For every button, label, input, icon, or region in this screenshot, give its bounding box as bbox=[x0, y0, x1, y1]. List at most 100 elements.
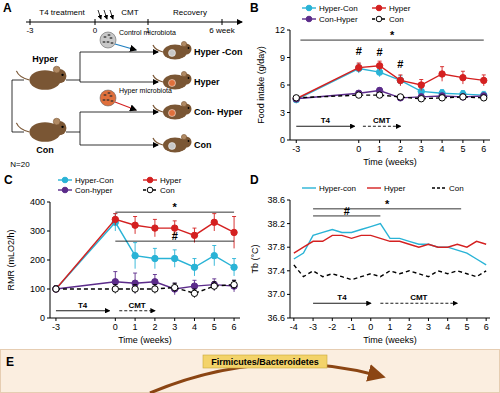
data-point bbox=[211, 219, 217, 225]
x-tick bbox=[447, 318, 448, 321]
group-label: Con bbox=[36, 145, 54, 155]
recipient-microbiota bbox=[169, 143, 176, 150]
x-tick bbox=[296, 140, 297, 143]
data-point bbox=[293, 96, 299, 102]
y-tick-label: 0 bbox=[280, 135, 285, 145]
data-point bbox=[112, 216, 118, 222]
mouse bbox=[153, 101, 192, 119]
x-tick bbox=[428, 318, 429, 321]
y-tick-label: 9 bbox=[280, 53, 285, 63]
data-point bbox=[293, 95, 299, 101]
significance-label: * bbox=[385, 198, 390, 210]
x-tick-label: -3 bbox=[292, 144, 300, 154]
y-tick bbox=[47, 260, 50, 261]
recipient-microbiota bbox=[169, 110, 176, 117]
legend-swatch bbox=[432, 187, 446, 188]
mouse-tail bbox=[153, 138, 163, 145]
y-axis-label: Food intake (g/day) bbox=[256, 46, 266, 124]
legend-label: Hyper-Con bbox=[75, 176, 114, 185]
x-tick-label: -4 bbox=[290, 322, 298, 332]
recipient-label: Hyper -Con bbox=[194, 47, 243, 57]
y-tick-label: 300 bbox=[30, 226, 45, 236]
period-arrow bbox=[380, 303, 457, 304]
series-line bbox=[56, 285, 234, 294]
recipient-microbiota bbox=[169, 80, 176, 87]
microbe bbox=[107, 34, 110, 36]
data-point bbox=[53, 286, 59, 292]
y-tick bbox=[287, 247, 290, 248]
data-point bbox=[171, 255, 177, 261]
data-point bbox=[439, 71, 445, 77]
x-axis-label: Time (weeks) bbox=[363, 157, 417, 167]
data-point bbox=[356, 64, 362, 70]
data-point bbox=[132, 252, 138, 258]
y-tick-label: 37.0 bbox=[267, 289, 285, 299]
panel-background bbox=[1, 350, 500, 393]
microbiota-label: Control microbiota bbox=[119, 29, 176, 36]
legend-label: Con-hyper bbox=[75, 186, 113, 195]
significance-label: # bbox=[344, 205, 350, 217]
mouse-ear bbox=[181, 41, 186, 46]
timeline-label: -3 bbox=[26, 26, 34, 35]
significance-label: # bbox=[397, 58, 403, 70]
microbe bbox=[107, 92, 110, 94]
x-tick bbox=[293, 318, 294, 321]
series-line bbox=[296, 91, 484, 99]
group-label: Hyper bbox=[32, 54, 58, 64]
period-arrow bbox=[119, 310, 155, 311]
x-tick-label: 1 bbox=[387, 322, 392, 332]
mouse-eye bbox=[188, 140, 190, 142]
microbiota bbox=[100, 90, 116, 106]
x-tick-label: -2 bbox=[328, 322, 336, 332]
y-axis-label: RMR (mLO2/h) bbox=[6, 229, 16, 290]
legend-label: Hyper-con bbox=[319, 184, 356, 193]
cmt-arrow bbox=[110, 10, 113, 19]
mouse-ear bbox=[181, 101, 186, 106]
transfer-arrow bbox=[115, 102, 136, 110]
period-arrow bbox=[313, 303, 371, 304]
mouse-ear bbox=[53, 66, 60, 73]
data-point bbox=[460, 74, 466, 80]
plot-area bbox=[294, 224, 486, 280]
legend-label: Con bbox=[449, 184, 464, 193]
phase-label: CMT bbox=[121, 8, 138, 17]
x-tick-label: 0 bbox=[113, 322, 118, 332]
period-label: CMT bbox=[410, 293, 427, 302]
mouse-tail bbox=[153, 105, 163, 112]
data-point bbox=[112, 286, 118, 292]
microbe bbox=[102, 41, 105, 43]
series-line bbox=[294, 265, 486, 280]
y-tick bbox=[287, 57, 290, 58]
data-point bbox=[53, 286, 59, 292]
microbe bbox=[110, 42, 113, 44]
series-line bbox=[294, 224, 486, 265]
x-tick-label: 2 bbox=[398, 144, 403, 154]
data-point bbox=[231, 281, 237, 287]
branch-arrow bbox=[154, 112, 158, 113]
branch-arrow bbox=[154, 82, 158, 83]
x-tick-label: 2 bbox=[152, 322, 157, 332]
data-point bbox=[356, 92, 362, 98]
mouse bbox=[153, 134, 192, 152]
cmt-arrow bbox=[104, 10, 107, 19]
significance-label: # bbox=[356, 45, 362, 57]
data-point bbox=[112, 279, 118, 285]
y-tick-label: 37.4 bbox=[267, 266, 285, 276]
bracket bbox=[12, 80, 24, 132]
timeline-tick bbox=[95, 19, 96, 25]
legend-marker bbox=[62, 177, 68, 183]
sample-size: N=20 bbox=[10, 160, 30, 169]
plot-area bbox=[53, 214, 238, 298]
legend-label: Con bbox=[160, 186, 175, 195]
data-point bbox=[481, 95, 487, 101]
x-tick bbox=[55, 318, 56, 321]
y-tick bbox=[47, 289, 50, 290]
period-label: T4 bbox=[321, 116, 331, 125]
x-tick bbox=[462, 140, 463, 143]
mouse bbox=[153, 41, 192, 59]
x-tick-label: 6 bbox=[481, 144, 486, 154]
data-point bbox=[152, 255, 158, 261]
x-tick bbox=[370, 318, 371, 321]
data-point bbox=[376, 63, 382, 69]
mouse-tail bbox=[16, 123, 29, 132]
